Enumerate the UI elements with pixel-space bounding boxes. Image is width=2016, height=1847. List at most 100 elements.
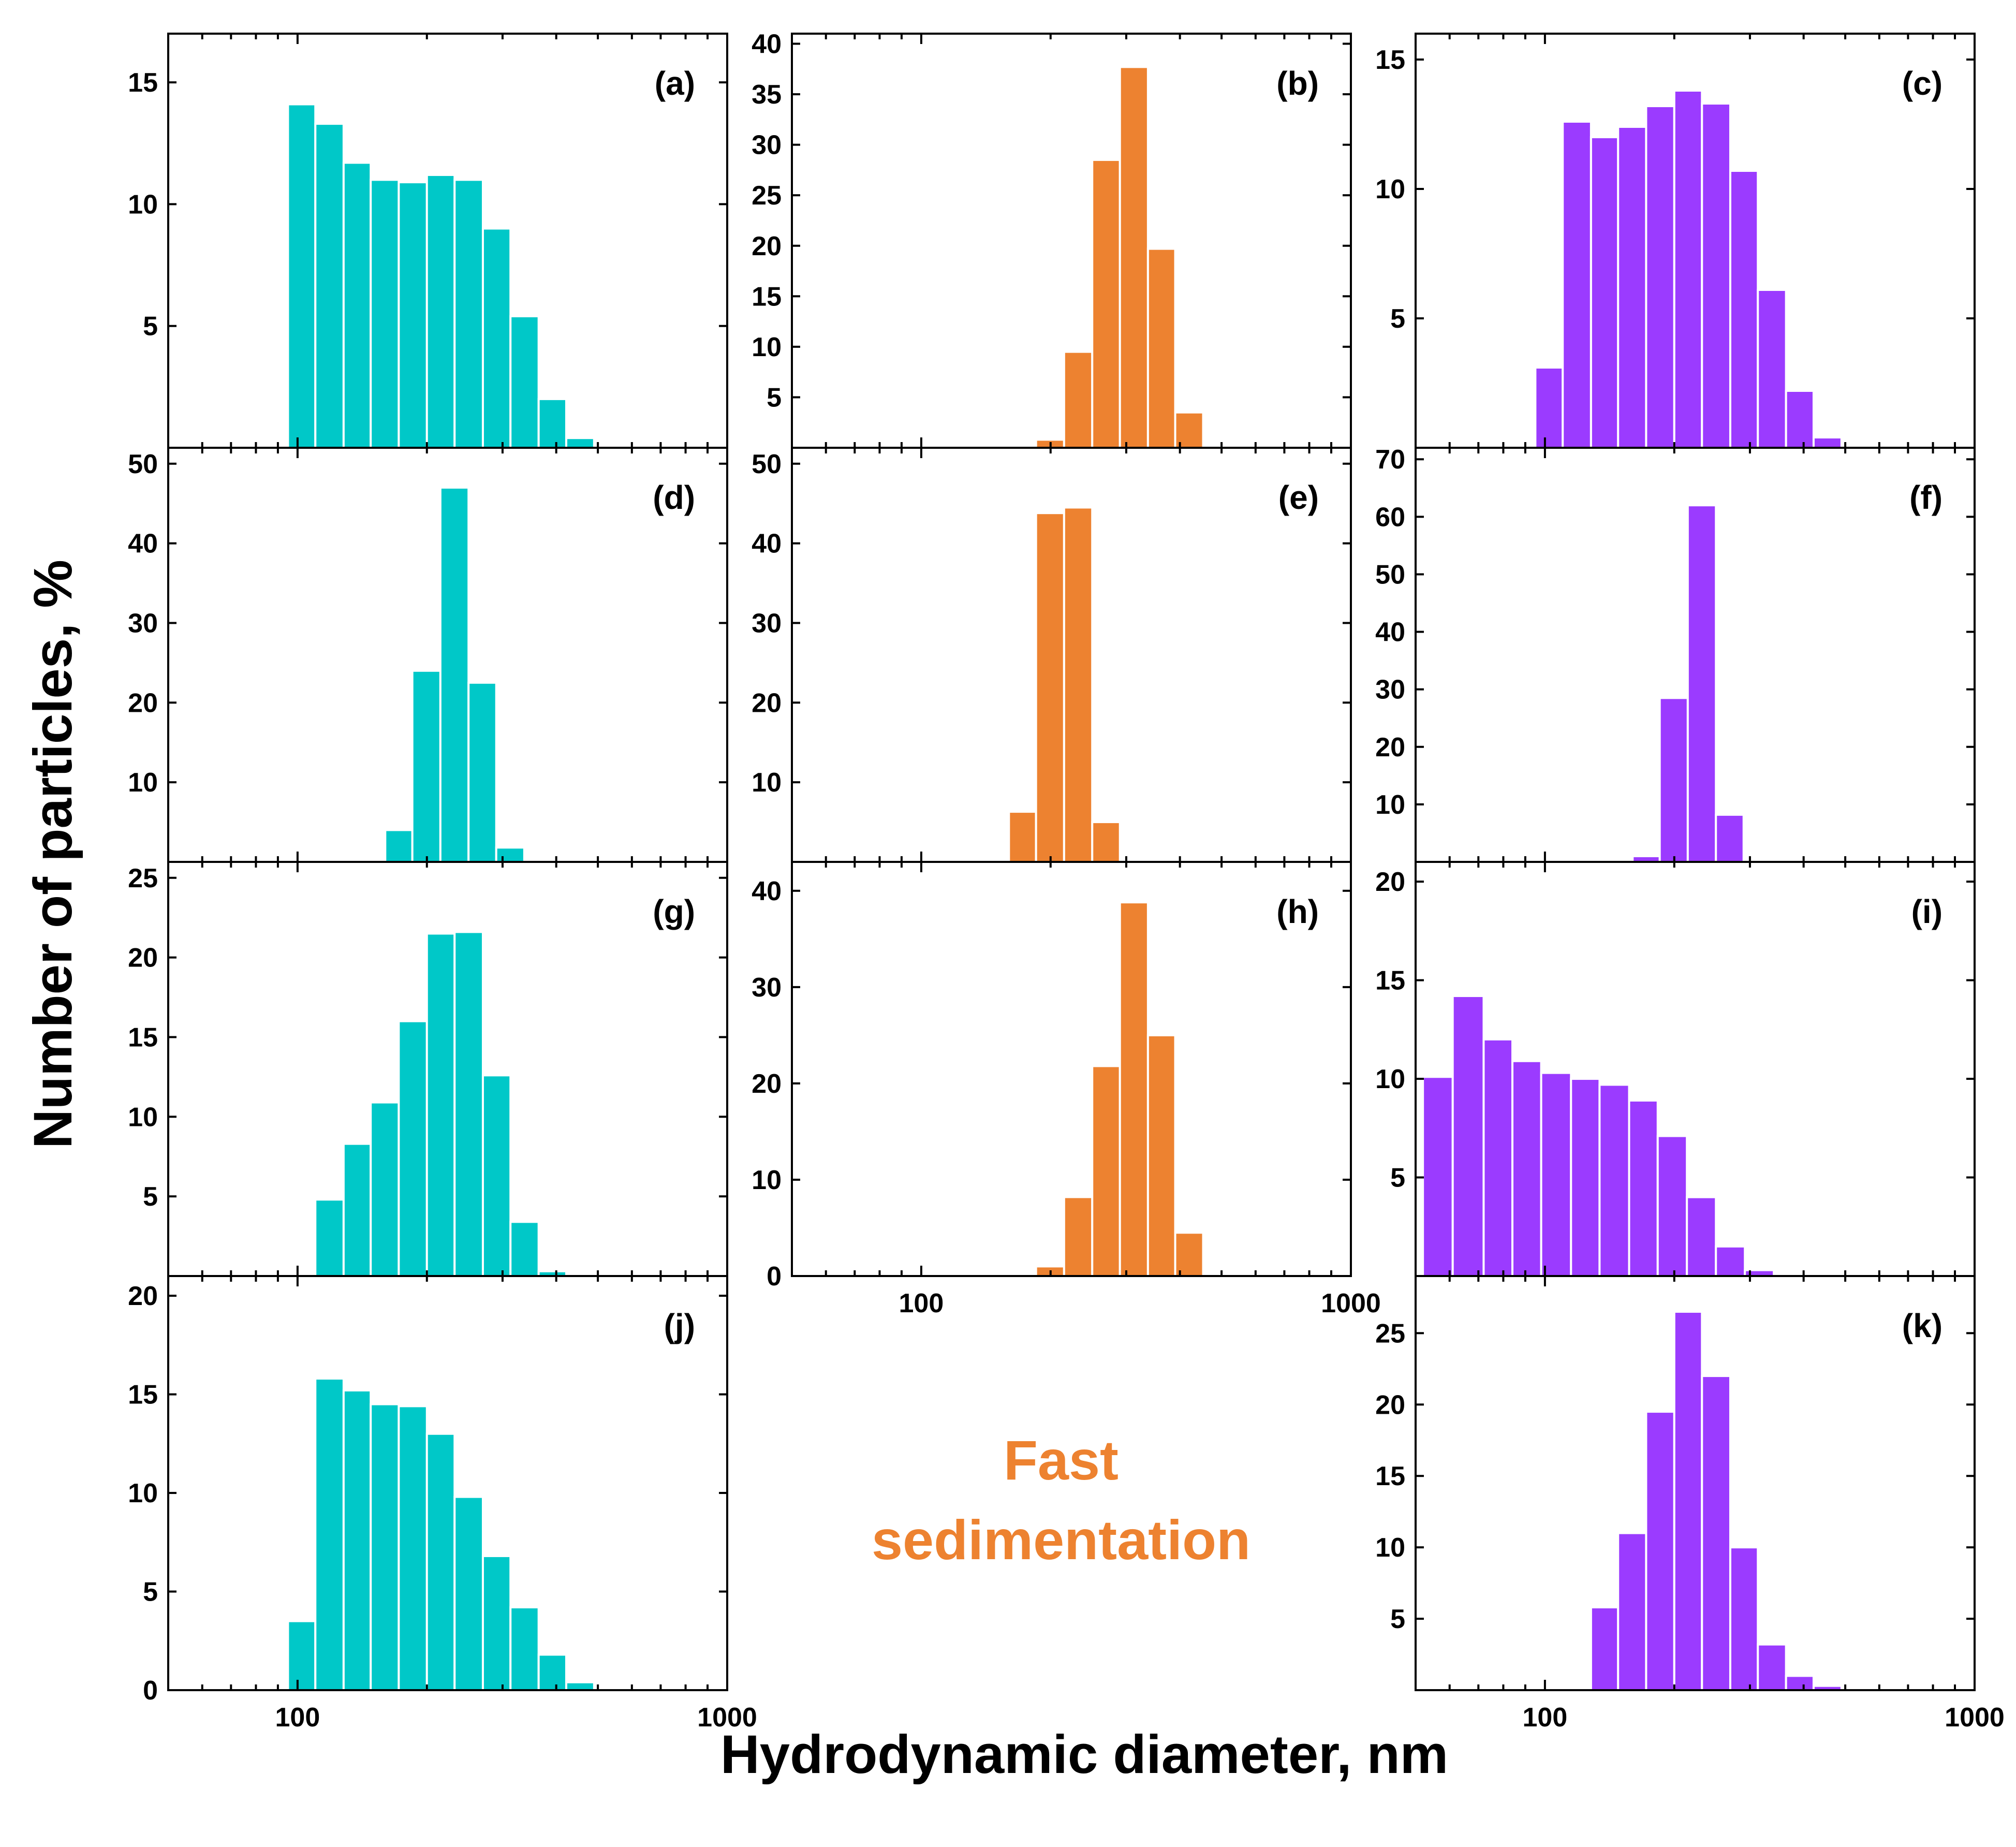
ytick-label-d-4: 50 <box>128 449 158 479</box>
ytick-label-g-2: 15 <box>128 1022 158 1052</box>
ytick-label-d-3: 40 <box>128 529 158 559</box>
ytick-label-d-2: 30 <box>128 608 158 638</box>
ytick-label-f-2: 30 <box>1375 675 1405 705</box>
bar-b-4 <box>1146 247 1176 449</box>
bar-i-10 <box>1715 1245 1746 1278</box>
bar-h-5 <box>1174 1232 1204 1277</box>
bar-g-0 <box>314 1198 345 1277</box>
bar-k-4 <box>1701 1375 1731 1692</box>
ytick-label-h-4: 40 <box>752 876 782 906</box>
ytick-label-j-4: 20 <box>128 1281 158 1311</box>
bar-c-5 <box>1673 90 1703 449</box>
ytick-label-b-4: 25 <box>752 181 782 211</box>
panel-g: 5 10 15 20 25 (g) <box>128 861 728 1278</box>
bar-c-1 <box>1562 121 1592 449</box>
bar-g-2 <box>370 1101 400 1278</box>
ytick-label-h-2: 20 <box>752 1069 782 1099</box>
frame-h <box>791 861 1352 1277</box>
bar-a-0 <box>287 103 317 449</box>
bar-j-2 <box>342 1389 372 1691</box>
bar-a-5 <box>425 173 456 449</box>
ytick-label-k-2: 15 <box>1375 1461 1405 1491</box>
ytick-label-b-7: 40 <box>752 30 782 60</box>
panel-d: 10 20 30 40 50 (d) <box>128 447 728 863</box>
panel-label-b: (b) <box>1276 65 1319 102</box>
ytick-label-g-1: 10 <box>128 1102 158 1132</box>
x-axis-title: Hydrodynamic diameter, nm <box>720 1724 1448 1785</box>
bar-c-10 <box>1812 436 1843 449</box>
panel-label-g: (g) <box>653 893 695 930</box>
bar-k-5 <box>1729 1546 1759 1691</box>
panel-i: 5 10 15 20 (i) <box>1375 861 1976 1278</box>
bar-b-5 <box>1174 411 1204 449</box>
ytick-label-b-0: 5 <box>767 383 782 413</box>
panel-f: 10 20 30 40 50 60 70 (f) <box>1375 445 1976 863</box>
bar-j-1 <box>314 1377 345 1691</box>
panel-label-i: (i) <box>1911 893 1943 930</box>
bar-g-3 <box>398 1020 428 1277</box>
panels-group: 5 10 15 (a) 5 10 15 20 25 30 35 40 (b) 5 10 15 (c) 10 20 30… <box>128 30 2005 1733</box>
bar-g-5 <box>453 931 484 1277</box>
bar-i-8 <box>1656 1135 1688 1278</box>
panel-label-k: (k) <box>1902 1307 1943 1344</box>
bar-j-9 <box>537 1653 567 1691</box>
bar-j-7 <box>481 1555 512 1691</box>
bar-d-4 <box>495 846 525 863</box>
bar-f-1 <box>1658 697 1689 863</box>
bar-a-9 <box>537 398 567 449</box>
ytick-label-f-5: 60 <box>1375 502 1405 532</box>
bar-k-2 <box>1645 1411 1675 1691</box>
bar-f-3 <box>1715 813 1745 863</box>
bar-i-0 <box>1422 1076 1454 1277</box>
panel-label-e: (e) <box>1278 479 1319 516</box>
bar-e-0 <box>1008 811 1037 863</box>
bar-c-0 <box>1534 367 1564 449</box>
panel-h: 0 10 20 30 40 100 1000 (h) <box>752 861 1381 1318</box>
ytick-label-c-1: 10 <box>1375 174 1405 204</box>
bar-f-2 <box>1686 504 1717 863</box>
ytick-label-b-3: 20 <box>752 231 782 261</box>
bar-d-1 <box>411 669 442 863</box>
ytick-label-g-0: 5 <box>143 1182 158 1212</box>
ytick-label-h-0: 0 <box>767 1262 782 1292</box>
ytick-label-a-0: 5 <box>143 312 158 342</box>
bar-a-6 <box>453 179 484 449</box>
bar-c-4 <box>1645 105 1675 449</box>
ytick-label-j-3: 15 <box>128 1380 158 1410</box>
bar-k-1 <box>1617 1532 1647 1692</box>
frame-k <box>1415 1275 1976 1691</box>
ytick-label-f-4: 50 <box>1375 560 1405 590</box>
bar-g-4 <box>425 932 456 1277</box>
bar-a-1 <box>314 123 345 449</box>
ytick-label-i-3: 20 <box>1375 867 1405 897</box>
bar-b-2 <box>1091 158 1121 449</box>
bar-h-4 <box>1146 1034 1176 1277</box>
ytick-label-f-6: 70 <box>1375 445 1405 475</box>
ytick-label-g-4: 25 <box>128 863 158 893</box>
bar-j-6 <box>453 1496 484 1692</box>
xtick-label-j-0: 100 <box>275 1703 320 1733</box>
ytick-label-b-6: 35 <box>752 80 782 110</box>
ytick-label-i-1: 10 <box>1375 1064 1405 1094</box>
ytick-label-f-3: 40 <box>1375 618 1405 648</box>
frame-j <box>167 1275 728 1691</box>
bar-j-5 <box>425 1432 456 1692</box>
bar-j-4 <box>398 1405 428 1691</box>
ytick-label-b-1: 10 <box>752 332 782 362</box>
fast-sedimentation-line1: Fast <box>1004 1429 1119 1491</box>
bar-g-7 <box>509 1221 540 1277</box>
bar-i-9 <box>1686 1196 1717 1278</box>
ytick-label-f-1: 20 <box>1375 732 1405 763</box>
ytick-label-i-2: 15 <box>1375 966 1405 996</box>
ytick-label-h-3: 30 <box>752 973 782 1003</box>
ytick-label-h-1: 10 <box>752 1165 782 1195</box>
bar-g-6 <box>481 1074 512 1277</box>
bar-k-0 <box>1590 1606 1620 1691</box>
bar-e-2 <box>1063 506 1094 863</box>
panel-b: 5 10 15 20 25 30 35 40 (b) <box>752 30 1352 449</box>
bar-i-5 <box>1570 1078 1601 1277</box>
panel-e: 10 20 30 40 50 (e) <box>752 447 1352 863</box>
bar-a-3 <box>370 179 400 449</box>
panel-j: 0 5 10 15 20 100 1000 (j) <box>128 1275 757 1733</box>
ytick-label-b-5: 30 <box>752 130 782 160</box>
